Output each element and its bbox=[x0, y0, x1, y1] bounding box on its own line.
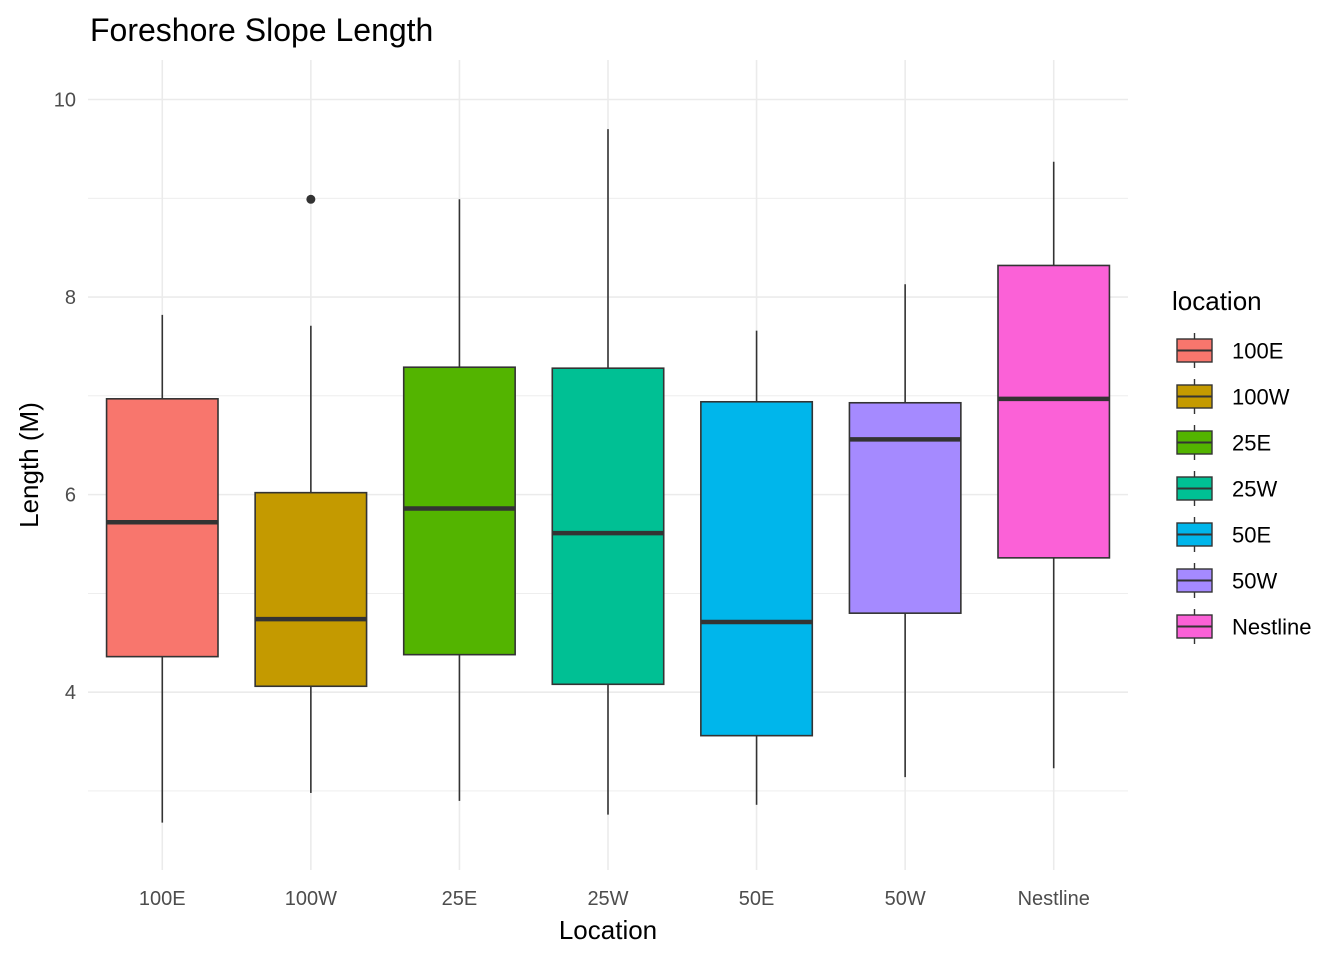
x-tick-label: 50E bbox=[739, 888, 775, 910]
box-50w bbox=[848, 284, 962, 778]
legend-label: 50W bbox=[1232, 569, 1277, 594]
y-tick-label: 10 bbox=[54, 90, 76, 112]
box-body bbox=[551, 367, 665, 686]
legend-label: 100E bbox=[1232, 339, 1283, 364]
legend-label: 100W bbox=[1232, 385, 1290, 410]
legend-item-nestline: Nestline bbox=[1176, 609, 1311, 644]
x-tick-label: Nestline bbox=[1018, 888, 1090, 910]
y-tick-label: 4 bbox=[65, 682, 76, 704]
legend-item-25e: 25E bbox=[1176, 425, 1271, 460]
y-axis-title: Length (M) bbox=[14, 402, 44, 528]
x-tick-label: 50W bbox=[885, 888, 926, 910]
x-tick-label: 100E bbox=[139, 888, 186, 910]
boxes bbox=[105, 129, 1111, 823]
y-tick-label: 8 bbox=[65, 287, 76, 309]
legend-item-100e: 100E bbox=[1176, 333, 1283, 368]
box-25w bbox=[551, 129, 665, 815]
box-100e bbox=[105, 314, 219, 823]
legend-label: 50E bbox=[1232, 523, 1271, 548]
legend-label: 25E bbox=[1232, 431, 1271, 456]
legend-label: 25W bbox=[1232, 477, 1277, 502]
legend-item-50w: 50W bbox=[1176, 563, 1277, 598]
x-tick-label: 25E bbox=[442, 888, 478, 910]
box-body bbox=[402, 366, 516, 656]
box-50e bbox=[700, 330, 814, 805]
x-axis-title: Location bbox=[559, 915, 657, 945]
legend-item-50e: 50E bbox=[1176, 517, 1271, 552]
legend-items: 100E 100W 25E 25W 50E 50W Nestline bbox=[1176, 333, 1311, 644]
x-tick-label: 100W bbox=[285, 888, 337, 910]
box-body bbox=[254, 491, 368, 688]
box-body bbox=[997, 264, 1111, 559]
legend-item-100w: 100W bbox=[1176, 379, 1290, 414]
box-100w bbox=[254, 194, 368, 793]
chart-title: Foreshore Slope Length bbox=[90, 12, 433, 48]
legend-title: location bbox=[1172, 286, 1262, 316]
x-tick-label: 25W bbox=[587, 888, 628, 910]
box-body bbox=[700, 400, 814, 737]
legend-item-25w: 25W bbox=[1176, 471, 1277, 506]
box-25e bbox=[402, 199, 516, 801]
y-tick-label: 6 bbox=[65, 485, 76, 507]
box-body bbox=[848, 401, 962, 614]
box-body bbox=[105, 398, 219, 658]
y-axis-ticks: 4 6 8 10 bbox=[54, 90, 76, 705]
outlier-point bbox=[306, 194, 316, 204]
box-nestline bbox=[997, 161, 1111, 769]
x-axis-ticks: 100E 100W 25E 25W 50E 50W Nestline bbox=[139, 888, 1090, 910]
legend: location 100E 100W 25E 25W 50E 50W Nestline bbox=[1172, 286, 1311, 644]
legend-label: Nestline bbox=[1232, 615, 1311, 640]
